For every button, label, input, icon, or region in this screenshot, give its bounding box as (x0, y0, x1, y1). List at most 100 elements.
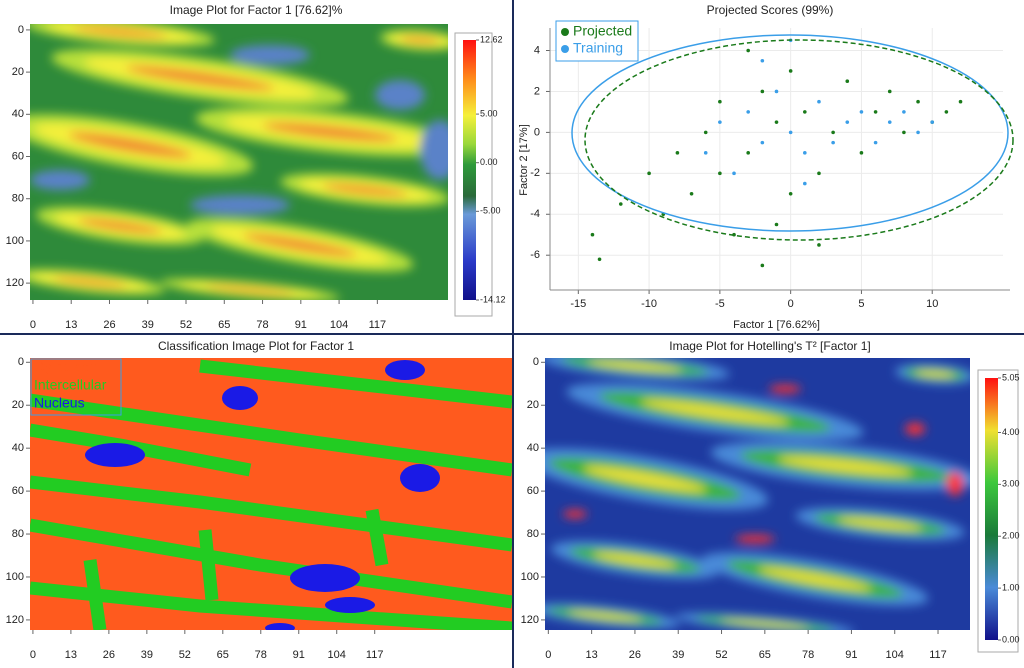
x-tick-label: 52 (179, 649, 191, 661)
texture-spot (190, 195, 290, 215)
point (902, 130, 906, 135)
y-tick-label: 100 (6, 235, 24, 247)
legend-box (30, 358, 122, 416)
point (718, 99, 722, 104)
x-tick-label: 65 (217, 649, 229, 661)
y-tick-label: -6 (530, 249, 540, 261)
x-tick-label: 117 (366, 649, 384, 661)
texture-band (758, 567, 872, 591)
point (958, 99, 963, 104)
legend-label: Nucleus (34, 395, 85, 411)
colorbar-label: -14.12 (480, 294, 506, 304)
x-tick-label: 39 (142, 319, 154, 331)
texture-band (915, 370, 955, 378)
y-tick-label: 20 (527, 399, 539, 411)
x-tick-label: 117 (369, 319, 387, 331)
y-tick-label: 120 (6, 614, 24, 626)
point (703, 130, 708, 135)
texture-band (567, 611, 643, 621)
confidence-ellipse (584, 39, 1014, 241)
y-tick-label: 0 (18, 356, 24, 368)
y-tick-label: 80 (527, 528, 539, 540)
y-tick-label: 20 (12, 66, 24, 78)
point (817, 99, 821, 104)
texture-spot (375, 80, 425, 110)
texture-band (68, 132, 192, 158)
x-tick-label: 65 (218, 319, 230, 331)
y-tick-label: 40 (527, 442, 539, 454)
point (718, 171, 722, 176)
point (873, 110, 878, 114)
texture-band (587, 360, 683, 372)
colorbar (463, 40, 476, 300)
point (803, 151, 807, 155)
texture-spot (947, 472, 963, 496)
texture-spot (905, 423, 925, 435)
nucleus-region (325, 597, 375, 613)
y-tick-label: 40 (12, 442, 24, 454)
texture-band (322, 183, 408, 197)
point (887, 89, 892, 94)
point (703, 151, 708, 155)
intercellular-region (199, 359, 512, 409)
legend-marker (561, 45, 569, 53)
y-tick-label: 100 (6, 571, 24, 583)
x-tick-label: 13 (65, 319, 77, 331)
y-tick-label: 20 (12, 399, 24, 411)
y-tick-label: 0 (533, 356, 539, 368)
point (845, 79, 850, 84)
point (774, 120, 779, 124)
point (859, 110, 864, 114)
y-tick-label: 120 (521, 614, 539, 626)
intercellular-region (30, 581, 512, 630)
point (774, 222, 779, 227)
point (859, 151, 864, 155)
colorbar-label: 2.00 (1002, 531, 1020, 541)
texture-band (837, 517, 923, 531)
x-tick-label: -5 (715, 298, 725, 310)
nucleus-region (290, 564, 360, 592)
legend-label: Training (573, 40, 623, 56)
x-tick-label: 39 (672, 649, 684, 661)
point (916, 99, 920, 104)
intercellular-region (365, 508, 389, 567)
x-tick-label: 5 (858, 298, 864, 310)
point (887, 120, 892, 124)
colorbar-label: 12.62 (480, 34, 503, 44)
texture-spot (30, 170, 90, 190)
colorbar-label: 5.00 (480, 108, 498, 118)
point (618, 202, 623, 206)
point (774, 89, 779, 94)
x-tick-label: -10 (641, 298, 657, 310)
x-tick-label: 26 (103, 319, 115, 331)
colorbar-label: -5.00 (480, 206, 501, 216)
chart-title: Classification Image Plot for Factor 1 (158, 339, 354, 353)
nucleus-region (385, 360, 425, 380)
x-tick-label: 91 (295, 319, 307, 331)
nucleus-region (400, 464, 440, 492)
texture-band (583, 466, 707, 492)
x-tick-label: 39 (141, 649, 153, 661)
y-axis-label: Factor 2 [17%] (518, 124, 530, 196)
x-tick-label: 78 (802, 649, 814, 661)
point (760, 140, 765, 145)
x-tick-label: 104 (330, 319, 348, 331)
texture-band (52, 277, 128, 287)
x-axis-label: Factor 1 [76.62%] (733, 319, 820, 331)
texture-band (640, 399, 790, 425)
point (873, 140, 878, 145)
x-tick-label: 26 (103, 649, 115, 661)
x-tick-label: 91 (293, 649, 305, 661)
chart-title: Image Plot for Hotelling's T² [Factor 1] (669, 339, 870, 353)
x-tick-label: -15 (570, 298, 586, 310)
y-tick-label: 80 (12, 193, 24, 205)
point (590, 232, 595, 237)
point (732, 171, 736, 176)
x-tick-label: 117 (929, 649, 947, 661)
nucleus-region (265, 623, 295, 630)
y-tick-label: -4 (530, 208, 540, 220)
texture-spot (563, 510, 587, 518)
y-tick-label: 120 (6, 277, 24, 289)
x-tick-label: 104 (328, 649, 346, 661)
